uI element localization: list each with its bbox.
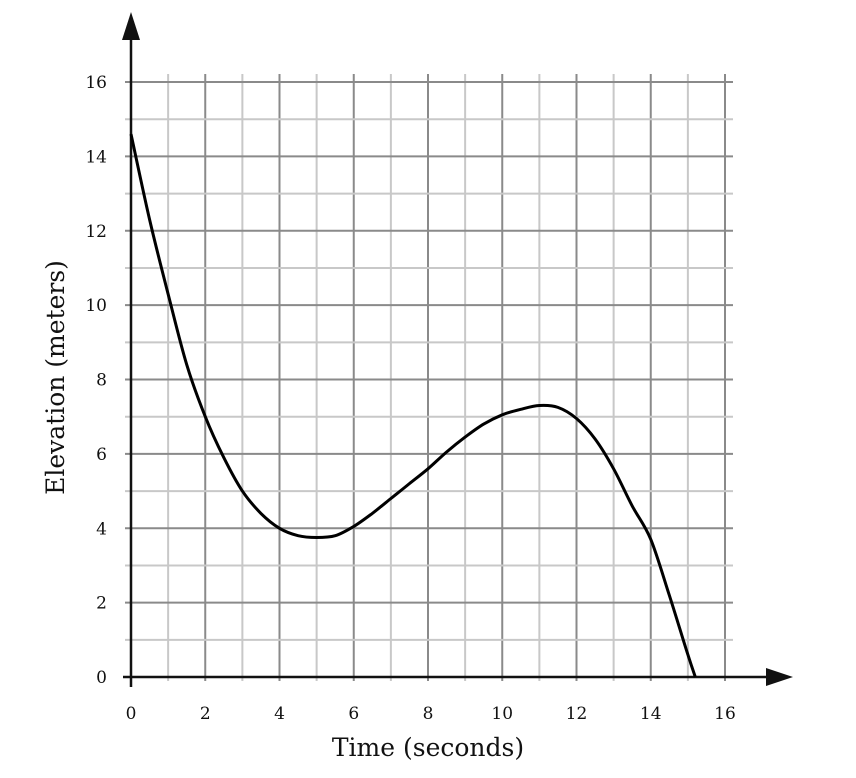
grid: [125, 74, 733, 681]
x-tick-label: 8: [423, 704, 434, 724]
x-axis-title: Time (seconds): [332, 733, 524, 762]
x-tick-label: 2: [200, 704, 211, 724]
y-tick-label: 6: [96, 445, 107, 465]
y-axis-arrow: [122, 12, 140, 40]
x-tick-label: 14: [640, 704, 662, 724]
axes: [122, 12, 793, 687]
y-tick-label: 10: [85, 296, 107, 316]
x-tick-label: 16: [714, 704, 736, 724]
y-tick-label: 0: [96, 668, 107, 688]
x-axis-arrow: [766, 668, 793, 686]
y-tick-label: 4: [96, 519, 107, 539]
y-tick-label: 14: [85, 147, 107, 167]
y-axis-title: Elevation (meters): [41, 260, 70, 495]
y-tick-label: 2: [96, 594, 107, 614]
x-tick-label: 0: [126, 704, 137, 724]
x-tick-label: 6: [348, 704, 359, 724]
tick-labels: 0 2 4 6 8 10 12 14 16 0 2 4 6 8 10 12 14 16: [85, 73, 735, 724]
x-tick-label: 12: [566, 704, 588, 724]
elevation-curve: [129, 133, 697, 678]
y-tick-label: 16: [85, 73, 107, 93]
y-tick-label: 8: [96, 371, 107, 391]
y-tick-label: 12: [85, 222, 107, 242]
x-tick-label: 4: [274, 704, 285, 724]
x-tick-label: 10: [491, 704, 513, 724]
